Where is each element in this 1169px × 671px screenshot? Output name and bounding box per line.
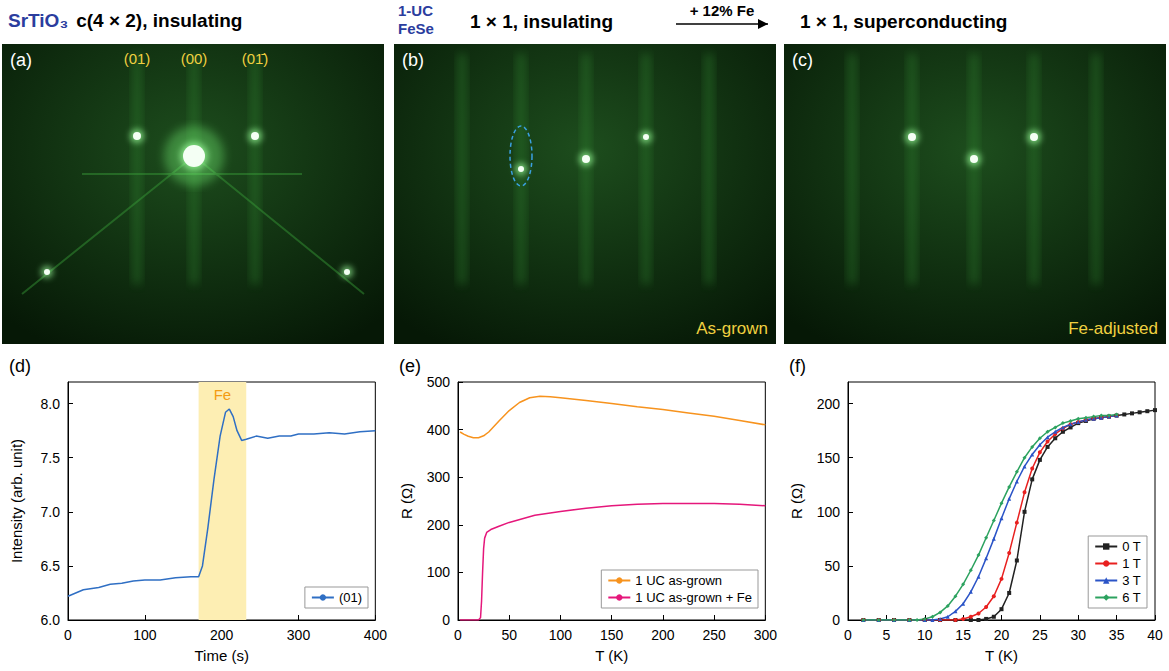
- svg-text:Fe-adjusted: Fe-adjusted: [1068, 319, 1158, 338]
- svg-text:100: 100: [817, 504, 841, 520]
- svg-text:FeSe: FeSe: [398, 20, 434, 37]
- svg-text:50: 50: [501, 627, 517, 643]
- svg-text:1-UC: 1-UC: [398, 2, 433, 19]
- svg-text:Time (s): Time (s): [194, 647, 248, 664]
- svg-text:20: 20: [994, 627, 1010, 643]
- svg-text:200: 200: [427, 517, 451, 533]
- svg-text:7.5: 7.5: [41, 450, 61, 466]
- svg-text:25: 25: [1032, 627, 1048, 643]
- svg-text:6.5: 6.5: [41, 558, 61, 574]
- svg-text:(f): (f): [789, 356, 806, 376]
- svg-text:(00): (00): [181, 50, 208, 67]
- svg-text:250: 250: [702, 627, 726, 643]
- svg-text:(b): (b): [402, 50, 424, 70]
- svg-text:400: 400: [427, 422, 451, 438]
- svg-text:150: 150: [600, 627, 624, 643]
- svg-text:(01): (01): [339, 590, 362, 605]
- svg-text:T (K): T (K): [985, 647, 1018, 664]
- svg-text:6 T: 6 T: [1122, 590, 1141, 605]
- svg-text:10: 10: [917, 627, 933, 643]
- svg-text:R (Ω): R (Ω): [788, 483, 805, 519]
- svg-text:T (K): T (K): [595, 647, 628, 664]
- svg-text:6.0: 6.0: [41, 612, 61, 628]
- svg-text:(01̄): (01̄): [242, 50, 269, 67]
- svg-text:Intensity (arb. unit): Intensity (arb. unit): [8, 439, 25, 563]
- svg-text:SrTiO₃c(4 × 2), insulating: SrTiO₃c(4 × 2), insulating: [8, 10, 242, 31]
- svg-text:1 UC as-grown: 1 UC as-grown: [635, 573, 722, 588]
- svg-text:0: 0: [442, 612, 450, 628]
- svg-text:(d): (d): [9, 356, 31, 376]
- svg-text:5: 5: [882, 627, 890, 643]
- svg-text:50: 50: [824, 558, 840, 574]
- svg-text:As-grown: As-grown: [696, 319, 768, 338]
- svg-text:1 T: 1 T: [1122, 556, 1141, 571]
- svg-text:R (Ω): R (Ω): [398, 483, 415, 519]
- svg-text:(e): (e): [399, 356, 421, 376]
- svg-text:300: 300: [754, 627, 778, 643]
- svg-text:150: 150: [817, 450, 841, 466]
- svg-text:1 UC as-grown + Fe: 1 UC as-grown + Fe: [635, 590, 752, 605]
- svg-text:200: 200: [210, 627, 234, 643]
- svg-text:100: 100: [427, 564, 451, 580]
- svg-text:200: 200: [651, 627, 675, 643]
- svg-text:(a): (a): [10, 50, 32, 70]
- svg-text:300: 300: [427, 469, 451, 485]
- svg-text:200: 200: [817, 396, 841, 412]
- svg-text:30: 30: [1070, 627, 1086, 643]
- svg-text:0 T: 0 T: [1122, 539, 1141, 554]
- svg-text:+ 12% Fe: + 12% Fe: [690, 2, 755, 19]
- svg-text:40: 40: [1147, 627, 1163, 643]
- svg-text:7.0: 7.0: [41, 504, 61, 520]
- svg-text:0: 0: [64, 627, 72, 643]
- svg-text:0: 0: [454, 627, 462, 643]
- svg-text:0: 0: [844, 627, 852, 643]
- svg-text:1 × 1, insulating: 1 × 1, insulating: [470, 11, 613, 32]
- svg-text:500: 500: [427, 374, 451, 390]
- svg-text:100: 100: [549, 627, 573, 643]
- svg-text:(c): (c): [792, 50, 813, 70]
- svg-text:1 × 1, superconducting: 1 × 1, superconducting: [800, 11, 1007, 32]
- svg-text:300: 300: [287, 627, 311, 643]
- svg-text:0: 0: [832, 612, 840, 628]
- svg-text:35: 35: [1109, 627, 1125, 643]
- svg-text:100: 100: [133, 627, 157, 643]
- svg-text:3 T: 3 T: [1122, 573, 1141, 588]
- svg-text:(01): (01): [124, 50, 151, 67]
- svg-text:8.0: 8.0: [41, 396, 61, 412]
- svg-text:400: 400: [364, 627, 388, 643]
- svg-text:15: 15: [955, 627, 971, 643]
- svg-text:Fe: Fe: [214, 386, 232, 403]
